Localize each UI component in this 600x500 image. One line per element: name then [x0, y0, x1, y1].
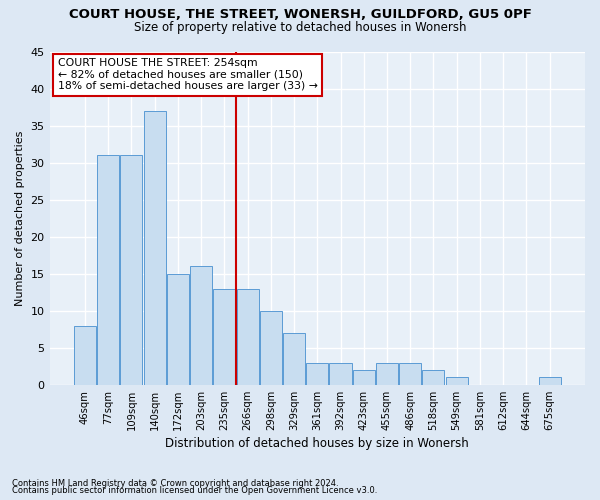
Bar	[446, 378, 468, 385]
Text: Size of property relative to detached houses in Wonersh: Size of property relative to detached ho…	[134, 21, 466, 34]
Bar	[260, 310, 282, 385]
Bar	[190, 266, 212, 385]
Bar	[97, 155, 119, 385]
Text: Contains HM Land Registry data © Crown copyright and database right 2024.: Contains HM Land Registry data © Crown c…	[12, 478, 338, 488]
Bar	[143, 111, 166, 385]
Bar	[306, 362, 328, 385]
Bar	[376, 362, 398, 385]
Bar	[422, 370, 445, 385]
Bar	[399, 362, 421, 385]
Bar	[329, 362, 352, 385]
Bar	[213, 288, 235, 385]
Bar	[539, 378, 560, 385]
Bar	[236, 288, 259, 385]
Y-axis label: Number of detached properties: Number of detached properties	[15, 130, 25, 306]
Text: COURT HOUSE, THE STREET, WONERSH, GUILDFORD, GU5 0PF: COURT HOUSE, THE STREET, WONERSH, GUILDF…	[68, 8, 532, 20]
Text: COURT HOUSE THE STREET: 254sqm
← 82% of detached houses are smaller (150)
18% of: COURT HOUSE THE STREET: 254sqm ← 82% of …	[58, 58, 317, 92]
Bar	[74, 326, 96, 385]
Bar	[121, 155, 142, 385]
Bar	[167, 274, 189, 385]
Bar	[353, 370, 375, 385]
X-axis label: Distribution of detached houses by size in Wonersh: Distribution of detached houses by size …	[166, 437, 469, 450]
Bar	[283, 333, 305, 385]
Text: Contains public sector information licensed under the Open Government Licence v3: Contains public sector information licen…	[12, 486, 377, 495]
